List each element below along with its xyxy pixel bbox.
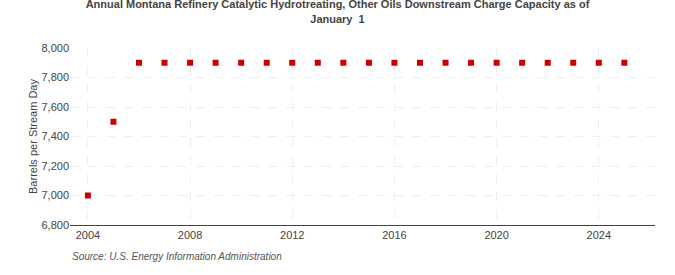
- svg-text:7,200: 7,200: [41, 160, 69, 172]
- svg-text:Barrels per Stream Day: Barrels per Stream Day: [27, 79, 39, 194]
- svg-text:7,600: 7,600: [41, 101, 69, 113]
- svg-text:2008: 2008: [178, 229, 202, 241]
- svg-text:2016: 2016: [382, 229, 406, 241]
- svg-text:6,800: 6,800: [41, 219, 69, 231]
- svg-text:Annual Montana Refinery Cataly: Annual Montana Refinery Catalytic Hydrot…: [86, 0, 590, 25]
- svg-text:7,400: 7,400: [41, 130, 69, 142]
- svg-text:8,000: 8,000: [41, 42, 69, 54]
- svg-text:7,800: 7,800: [41, 71, 69, 83]
- svg-text:2024: 2024: [587, 229, 611, 241]
- svg-text:2012: 2012: [280, 229, 304, 241]
- svg-text:7,000: 7,000: [41, 189, 69, 201]
- svg-text:Source: U.S. Energy Informatio: Source: U.S. Energy Information Administ…: [72, 251, 282, 262]
- svg-text:2004: 2004: [76, 229, 100, 241]
- svg-text:2020: 2020: [484, 229, 508, 241]
